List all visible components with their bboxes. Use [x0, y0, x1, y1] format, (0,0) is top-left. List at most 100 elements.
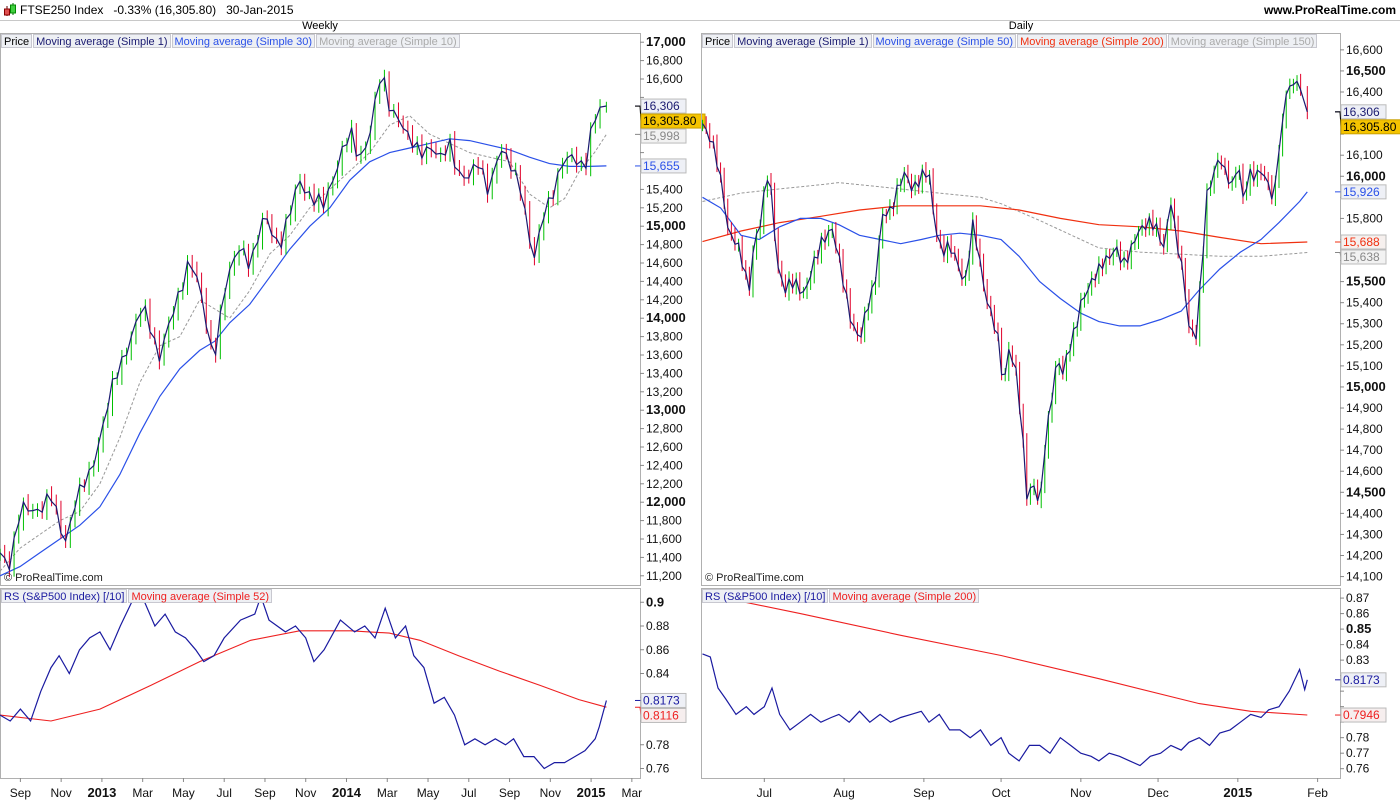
weekly-price-y-tick-label: 12,600: [646, 440, 683, 454]
daily-price-y-tick-label: 15,200: [1346, 338, 1383, 352]
weekly-rs-legend: RS (S&P500 Index) [/10] Moving average (…: [1, 589, 273, 603]
weekly-rs-value-badge: [640, 692, 687, 708]
daily-x-tick-label: Sep: [913, 786, 935, 800]
weekly-price-y-tick-label: 14,000: [646, 310, 686, 325]
daily-rs-y-tick-label: 0.86: [1346, 607, 1370, 621]
weekly-price-y-tick-label: 13,600: [646, 348, 683, 362]
legend-ma1[interactable]: Moving average (Simple 1): [33, 34, 171, 48]
daily-x-tick-label: Nov: [1070, 786, 1091, 800]
weekly-x-tick-label: Jul: [217, 786, 232, 800]
weekly-price-y-tick-label: 15,200: [646, 201, 683, 215]
daily-price-y-tick-label: 14,100: [1346, 570, 1383, 584]
weekly-price-y-tick-label: 11,600: [646, 532, 682, 546]
ma30-line: [0, 138, 607, 577]
weekly-x-tick-label: Jul: [461, 786, 476, 800]
ma150-line: [702, 182, 1308, 257]
daily-price-y-tick-label: 15,500: [1346, 274, 1386, 289]
legend-ma30[interactable]: Moving average (Simple 30): [171, 34, 316, 48]
weekly-x-tick-label: May: [417, 786, 440, 800]
weekly-x-tick-label: May: [172, 786, 195, 800]
weekly-rs-y-tick-label: 0.78: [646, 738, 670, 752]
weekly-price-legend: Price Moving average (Simple 1) Moving a…: [1, 34, 461, 48]
daily-price-value-badge: [1340, 234, 1387, 250]
weekly-rs-y-tick-label: 0.88: [646, 619, 670, 633]
close-line: [0, 76, 607, 573]
legend-ma50[interactable]: Moving average (Simple 50): [872, 34, 1017, 48]
legend-rs-ma200[interactable]: Moving average (Simple 200): [829, 589, 980, 603]
weekly-price-y-tick-label: 14,600: [646, 256, 683, 270]
weekly-price-y-tick-label: 13,200: [646, 385, 683, 399]
copyright-weekly: © ProRealTime.com: [4, 572, 103, 584]
weekly-price-y-tick-label: 12,800: [646, 422, 683, 436]
daily-rs-legend: RS (S&P500 Index) [/10] Moving average (…: [702, 589, 980, 603]
site-link[interactable]: www.ProRealTime.com: [1263, 3, 1396, 17]
weekly-x-tick-label: Sep: [499, 786, 521, 800]
daily-price-y-tick-label: 14,400: [1346, 506, 1383, 520]
legend-ma150[interactable]: Moving average (Simple 150): [1167, 34, 1318, 48]
weekly-price-y-tick-label: 13,800: [646, 330, 683, 344]
daily-price-y-tick-label: 16,100: [1346, 148, 1383, 162]
weekly-price-value-badge: [640, 98, 687, 114]
title-bar: FTSE250 Index -0.33% (16,305.80) 30-Jan-…: [0, 0, 1400, 21]
ma50-line: [702, 191, 1308, 327]
legend-rs[interactable]: RS (S&P500 Index) [/10]: [702, 589, 829, 603]
weekly-price-y-tick-label: 13,000: [646, 402, 686, 417]
daily-price-value-badge: [1340, 249, 1387, 265]
weekly-price-y-tick-label: 15,400: [646, 182, 683, 196]
instrument-title: FTSE250 Index -0.33% (16,305.80) 30-Jan-…: [20, 3, 294, 17]
legend-rs-ma52[interactable]: Moving average (Simple 52): [128, 589, 273, 603]
rs-ma-line: [0, 630, 607, 722]
weekly-rs-value-badge-label: 0.8116: [643, 708, 679, 722]
weekly-price-value-badge-label: 15,655: [643, 159, 680, 173]
daily-price-value-badge: [1340, 184, 1387, 200]
daily-price-y-tick-label: 14,200: [1346, 549, 1383, 563]
daily-x-tick-label: Oct: [992, 786, 1011, 800]
daily-rs-value-badge-label: 0.8173: [1343, 673, 1380, 687]
legend-ma200[interactable]: Moving average (Simple 200): [1017, 34, 1167, 48]
daily-price-y-tick-label: 15,000: [1346, 379, 1386, 394]
daily-price-y-tick-label: 15,400: [1346, 296, 1383, 310]
close-line: [701, 80, 1308, 501]
weekly-x-tick-label: Mar: [622, 786, 643, 800]
daily-rs-y-tick-label: 0.83: [1346, 653, 1370, 667]
legend-rs[interactable]: RS (S&P500 Index) [/10]: [1, 589, 128, 603]
weekly-price-y-tick-label: 11,800: [646, 514, 682, 528]
daily-price-panel: [701, 33, 1341, 586]
daily-price-value-badge: [1340, 119, 1400, 135]
candlestick-icon: [4, 3, 16, 16]
weekly-price-y-tick-label: 11,400: [646, 550, 682, 564]
weekly-x-tick-label: Sep: [10, 786, 32, 800]
weekly-price-panel: [0, 33, 641, 586]
daily-price-value-badge-label: 15,638: [1343, 250, 1380, 264]
daily-price-y-tick-label: 15,300: [1346, 317, 1383, 331]
weekly-price-y-tick-label: 11,200: [646, 569, 682, 583]
daily-price-y-tick-label: 16,000: [1346, 168, 1386, 183]
daily-x-tick-label: Jul: [757, 786, 772, 800]
weekly-price-y-tick-label: 12,200: [646, 477, 683, 491]
weekly-price-y-tick-label: 15,000: [646, 218, 686, 233]
daily-price-y-tick-label: 15,100: [1346, 359, 1383, 373]
daily-rs-y-tick-label: 0.76: [1346, 762, 1370, 776]
copyright-daily: © ProRealTime.com: [705, 572, 804, 584]
legend-price[interactable]: Price: [702, 34, 734, 48]
weekly-price-y-tick-label: 12,000: [646, 494, 686, 509]
daily-price-value-badge-label: 15,688: [1343, 235, 1380, 249]
daily-rs-value-badge: [1340, 707, 1387, 723]
weekly-x-tick-label: Sep: [254, 786, 276, 800]
weekly-x-tick-label: 2015: [577, 785, 606, 800]
rs-line: [0, 594, 607, 770]
weekly-x-tick-label: Mar: [377, 786, 398, 800]
legend-ma1[interactable]: Moving average (Simple 1): [734, 34, 872, 48]
daily-price-value-badge-label: 16,305.80: [1343, 120, 1397, 134]
legend-ma10[interactable]: Moving average (Simple 10): [316, 34, 460, 48]
legend-price[interactable]: Price: [1, 34, 33, 48]
weekly-price-value-badge: [640, 158, 687, 174]
daily-price-legend: Price Moving average (Simple 1) Moving a…: [702, 34, 1318, 48]
daily-chart-title: Daily: [1008, 20, 1034, 32]
weekly-rs-value-badge-label: 0.8173: [643, 693, 680, 707]
daily-rs-y-tick-label: 0.87: [1346, 591, 1370, 605]
weekly-x-tick-label: Nov: [50, 786, 71, 800]
weekly-rs-value-badge: [640, 707, 687, 723]
weekly-price-y-tick-label: 16,600: [646, 72, 683, 86]
